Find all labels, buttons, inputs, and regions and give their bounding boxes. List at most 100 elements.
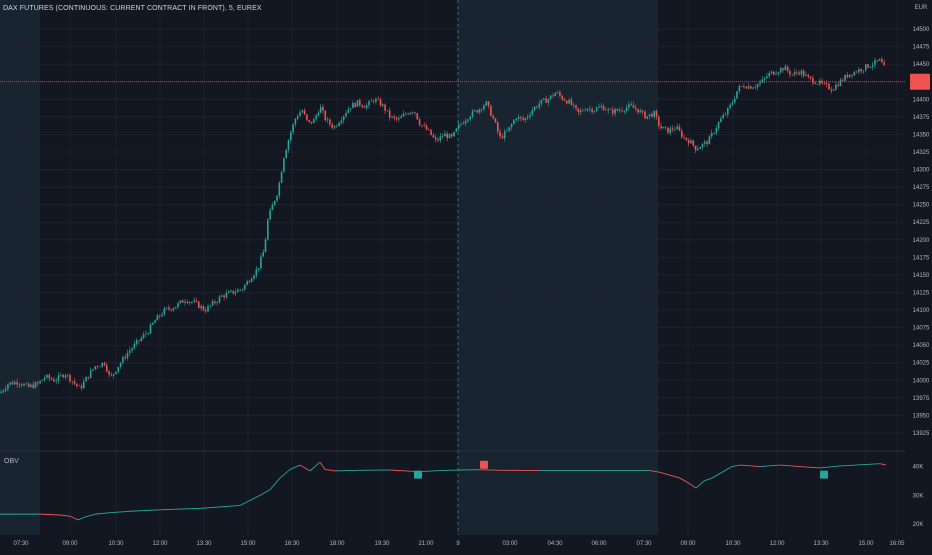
candle-body [509, 127, 511, 131]
candle-body [545, 98, 547, 102]
candle-body [527, 117, 529, 118]
candle-body [469, 117, 471, 120]
candle-body [83, 381, 85, 388]
candle-body [826, 83, 828, 84]
candle-body [214, 301, 216, 303]
candle-body [331, 124, 333, 127]
candle-body [219, 297, 221, 302]
price-tick-label: 14325 [913, 150, 930, 156]
obv-segment [420, 471, 440, 472]
candle-body [842, 80, 844, 81]
obv-segment [280, 469, 290, 478]
current-price-badge [910, 74, 930, 90]
obv-series[interactable] [0, 462, 886, 520]
candle-body [513, 120, 515, 124]
candle-body [702, 144, 704, 147]
candle-body [833, 90, 835, 91]
candle-body [803, 71, 805, 76]
candle-body [642, 110, 644, 111]
candle-body [380, 100, 382, 106]
candle-body [212, 301, 214, 305]
obv-segment [110, 511, 130, 512]
candle-body [647, 116, 649, 118]
current-price-box [910, 74, 930, 90]
candle-body [154, 320, 156, 323]
time-tick-label: 12:00 [769, 541, 785, 547]
candle-body [534, 107, 536, 110]
time-tick-label: 03:00 [502, 541, 518, 547]
candle-body [357, 100, 359, 107]
candle-body [610, 109, 612, 110]
obv-segment [712, 472, 722, 478]
candle-body [26, 384, 28, 385]
candle-body [9, 382, 11, 384]
candle-body [808, 75, 810, 77]
signal-marker[interactable] [820, 471, 828, 479]
candle-body [624, 111, 626, 112]
signal-marker[interactable] [414, 471, 422, 479]
candle-body [559, 92, 561, 95]
candle-body [272, 205, 274, 210]
obv-segment [78, 517, 85, 520]
obv-segment [85, 514, 95, 517]
time-tick-label: 15:00 [240, 541, 256, 547]
candle-body [736, 91, 738, 98]
candle-body [532, 110, 534, 115]
time-tick-label: 09:00 [62, 541, 78, 547]
candle-body [354, 103, 356, 107]
obv-segment [440, 470, 460, 471]
price-tick-label: 14050 [913, 343, 930, 349]
candle-body [626, 108, 628, 111]
candle-body [693, 140, 695, 145]
candle-body [88, 377, 90, 378]
candle-body [290, 132, 292, 140]
signal-marker[interactable] [480, 461, 488, 469]
candle-body [106, 365, 108, 371]
candle-body [159, 315, 161, 316]
candle-body [798, 73, 800, 75]
candle-body [573, 105, 575, 106]
price-tick-label: 14125 [913, 290, 930, 296]
candle-body [120, 363, 122, 367]
candle-body [16, 382, 18, 384]
price-tick-label: 13950 [913, 413, 930, 419]
candle-body [69, 375, 71, 382]
candle-body [364, 107, 366, 108]
candle-body [145, 334, 147, 335]
candle-body [506, 131, 508, 132]
chart-title: DAX FUTURES (CONTINUOUS: CURRENT CONTRAC… [3, 5, 262, 12]
candle-body [368, 101, 370, 105]
obv-segment [270, 478, 280, 490]
candle-body [711, 133, 713, 136]
candle-body [60, 375, 62, 376]
candle-body [835, 85, 837, 90]
candle-body [196, 301, 198, 302]
obv-segment [690, 484, 696, 488]
candlestick-series[interactable] [0, 57, 885, 394]
candle-body [686, 138, 688, 140]
candle-body [421, 125, 423, 126]
candle-body [831, 89, 833, 90]
price-tick-label: 14150 [913, 273, 930, 279]
price-tick-label: 14250 [913, 203, 930, 209]
price-tick-label: 14025 [913, 361, 930, 367]
candle-body [621, 110, 623, 111]
candle-body [605, 110, 607, 111]
candle-body [237, 290, 239, 292]
time-tick-label: 04:30 [547, 541, 563, 547]
candle-body [37, 383, 39, 384]
time-tick-label: 13:30 [196, 541, 212, 547]
candle-body [85, 377, 87, 382]
candle-body [518, 117, 520, 119]
candle-body [361, 105, 363, 107]
candle-body [699, 147, 701, 149]
candle-body [430, 130, 432, 135]
candle-body [35, 383, 37, 388]
time-tick-label: 16:30 [284, 541, 300, 547]
obv-segment [800, 467, 820, 468]
candle-body [653, 111, 655, 117]
